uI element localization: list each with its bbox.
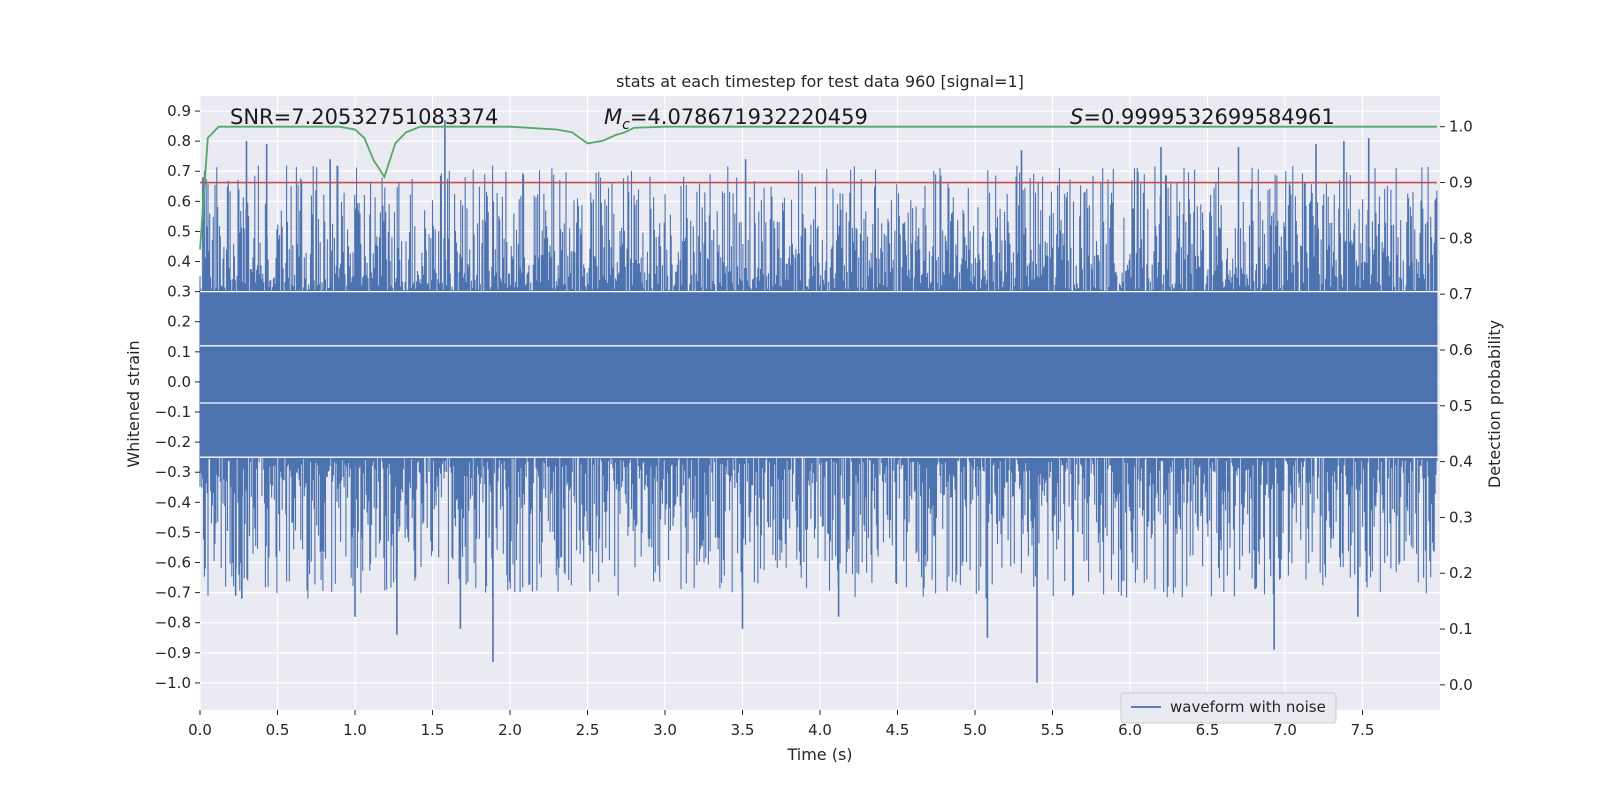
x-tick-label: 2.5 xyxy=(576,721,600,739)
x-tick-label: 1.0 xyxy=(343,721,367,739)
y-left-tick-label: 0.8 xyxy=(167,132,191,150)
y-right-tick-label: 0.5 xyxy=(1449,397,1473,415)
y-axis-label-right: Detection probability xyxy=(1485,320,1504,488)
y-left-tick-label: −0.2 xyxy=(155,433,191,451)
y-left-tick-label: 0.9 xyxy=(167,102,191,120)
x-tick-label: 5.0 xyxy=(963,721,987,739)
annotation-mc: Mc=4.078671932220459 xyxy=(604,105,868,133)
annotation-snr: SNR=7.20532751083374 xyxy=(230,105,498,129)
y-left-tick-label: −0.6 xyxy=(155,554,191,572)
legend-box xyxy=(1120,692,1337,724)
y-left-tick-label: −0.5 xyxy=(155,523,191,541)
waveform-layer xyxy=(199,120,1440,683)
x-tick-label: 2.0 xyxy=(498,721,522,739)
x-tick-label: 7.0 xyxy=(1273,721,1297,739)
chart-title: stats at each timestep for test data 960… xyxy=(616,72,1024,91)
y-right-tick-label: 0.7 xyxy=(1449,285,1473,303)
y-right-tick-label: 0.2 xyxy=(1449,564,1473,582)
y-right-tick-label: 0.6 xyxy=(1449,341,1473,359)
y-left-tick-label: −0.4 xyxy=(155,493,191,511)
detection-probability-line xyxy=(199,125,1437,250)
y-left-tick-label: −0.8 xyxy=(155,614,191,632)
y-axis-label-left: Whitened strain xyxy=(124,340,143,467)
x-tick-label: 4.5 xyxy=(886,721,910,739)
y-left-tick-label: −0.1 xyxy=(155,403,191,421)
y-left-tick-label: −0.9 xyxy=(155,644,191,662)
annotation-s: S=0.9999532699584961 xyxy=(1070,105,1335,129)
x-tick-label: 1.5 xyxy=(421,721,445,739)
y-right-tick-label: 0.8 xyxy=(1449,229,1473,247)
y-left-tick-label: 0.3 xyxy=(167,283,191,301)
y-left-tick-label: −0.3 xyxy=(155,463,191,481)
legend: waveform with noise xyxy=(1120,692,1337,724)
annotation-s-value: =0.9999532699584961 xyxy=(1083,105,1334,129)
x-tick-label: 4.0 xyxy=(808,721,832,739)
y-left-tick-label: 0.4 xyxy=(167,253,191,271)
annotation-mc-value: =4.078671932220459 xyxy=(630,105,868,129)
y-right-tick-label: 0.1 xyxy=(1449,620,1473,638)
x-tick-label: 6.5 xyxy=(1196,721,1220,739)
x-tick-label: 7.5 xyxy=(1351,721,1375,739)
y-left-tick-label: 0.7 xyxy=(167,162,191,180)
x-tick-label: 0.5 xyxy=(266,721,290,739)
x-tick-label: 3.0 xyxy=(653,721,677,739)
annotation-mc-subscript: c xyxy=(622,117,630,133)
x-tick-label: 6.0 xyxy=(1118,721,1142,739)
annotation-s-symbol: S xyxy=(1070,105,1083,129)
x-tick-label: 0.0 xyxy=(188,721,212,739)
y-left-tick-label: −0.7 xyxy=(155,584,191,602)
y-right-tick-label: 0.3 xyxy=(1449,508,1473,526)
y-left-tick-label: −1.0 xyxy=(155,674,191,692)
y-right-tick-label: 0.9 xyxy=(1449,174,1473,192)
y-left-tick-label: 0.6 xyxy=(167,192,191,210)
legend-label: waveform with noise xyxy=(1170,698,1326,716)
annotation-mc-symbol: M xyxy=(604,105,622,129)
x-axis-label: Time (s) xyxy=(786,745,852,764)
x-tick-label: 5.5 xyxy=(1041,721,1065,739)
y-left-tick-label: 0.5 xyxy=(167,222,191,240)
y-right-tick-label: 1.0 xyxy=(1449,118,1473,136)
y-right-tick-label: 0.0 xyxy=(1449,676,1473,694)
y-left-tick-label: 0.1 xyxy=(167,343,191,361)
x-tick-label: 3.5 xyxy=(731,721,755,739)
y-left-tick-label: 0.0 xyxy=(167,373,191,391)
y-left-tick-label: 0.2 xyxy=(167,313,191,331)
y-right-tick-label: 0.4 xyxy=(1449,453,1473,471)
tick-layer: 0.0 0.5 1.0 1.5 2.0 2.5 3.0 3.5 4.0 4.5 5.0 5.5 6.0 6… xyxy=(155,102,1473,739)
probability-layer xyxy=(199,125,1437,250)
